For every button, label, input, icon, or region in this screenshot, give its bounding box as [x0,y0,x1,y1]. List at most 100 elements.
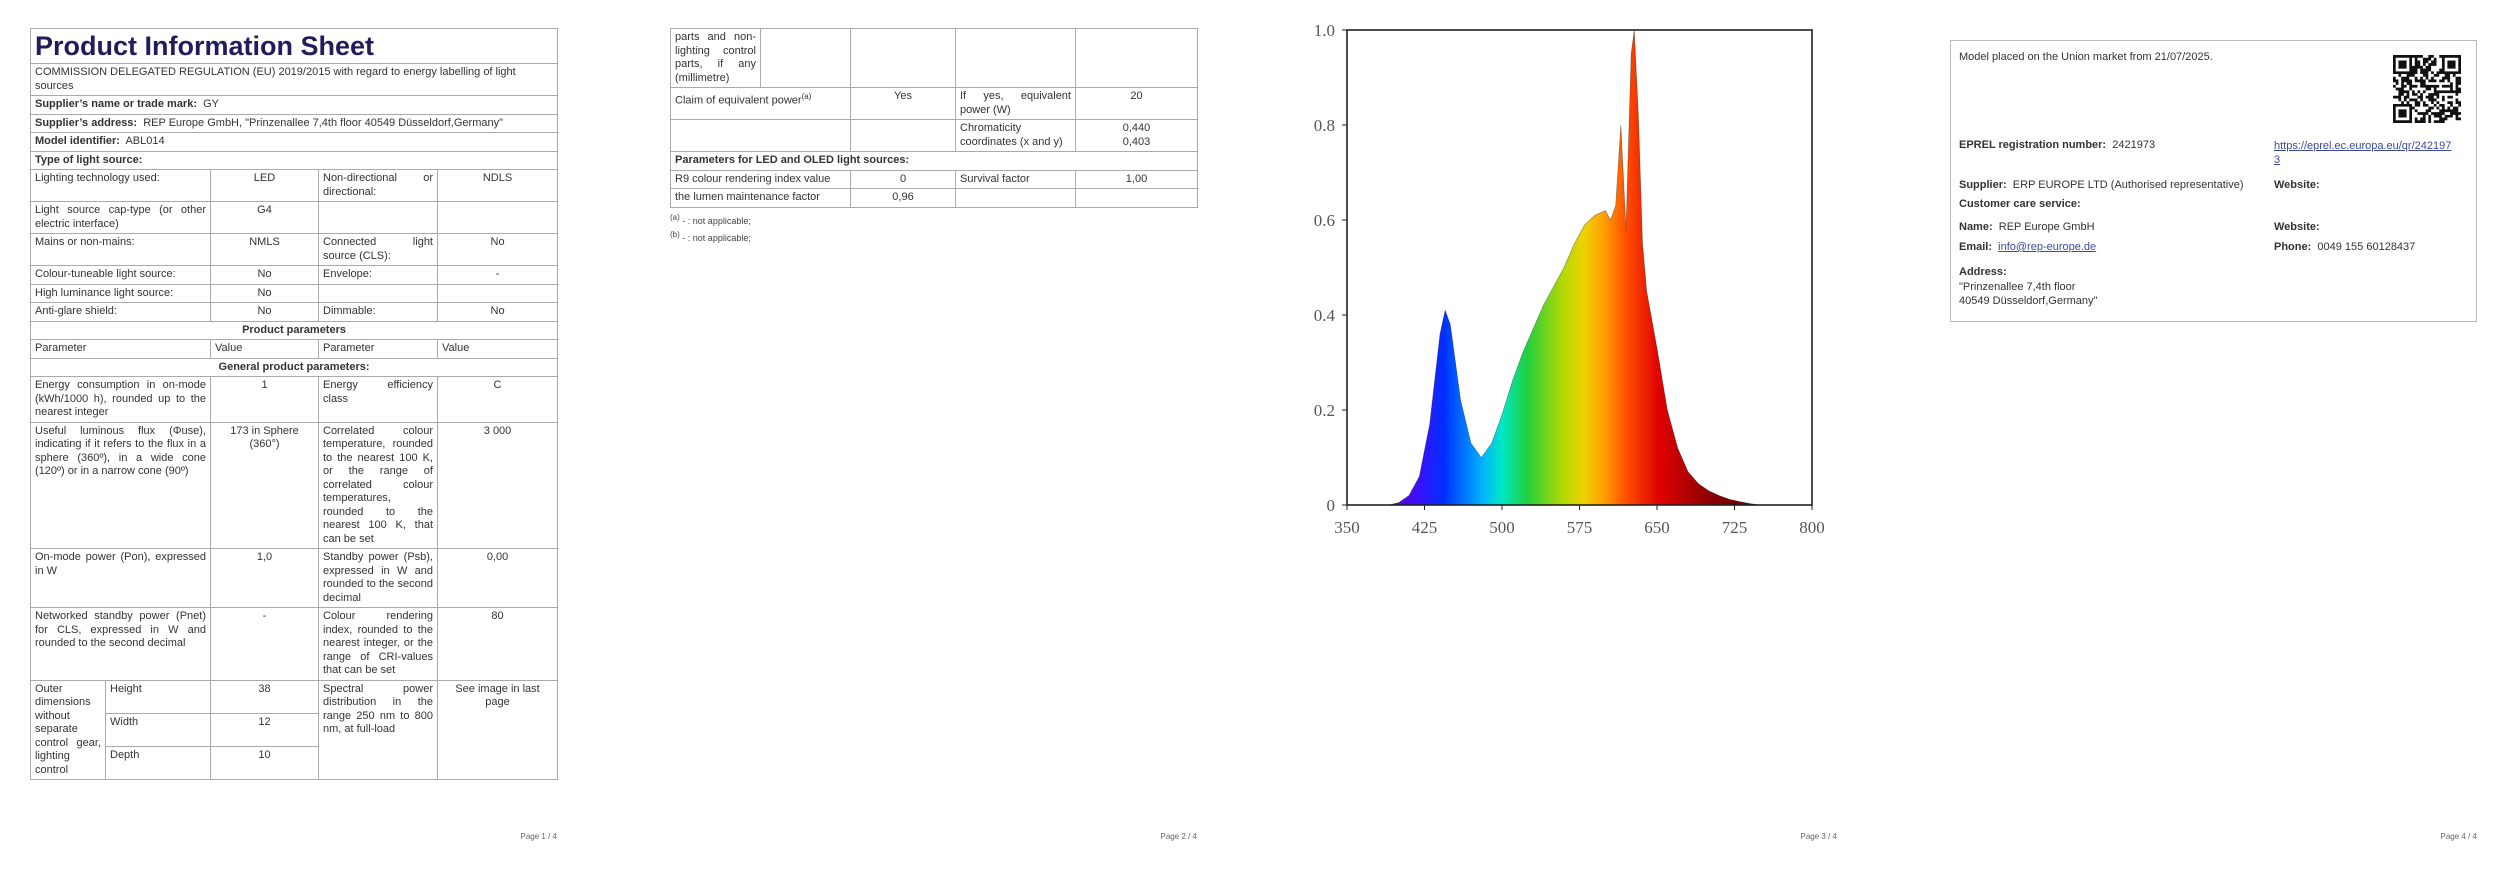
footnote: (a) - : not applicable; [670,211,1198,228]
table-row: Supplier’s name or trade mark: GY [29,95,559,115]
table-row: Product Information Sheet [29,28,559,64]
parameter: Claim of equivalent power(a) [670,87,851,120]
website-label: Website: [2274,221,2320,233]
parameter: Energy efficiency class [318,376,438,423]
parameter: If yes, equivalent power (W) [955,87,1076,120]
parameter: Colour-tuneable light source: [30,265,211,285]
phone: Phone: 0049 155 60128437 [2274,241,2415,253]
value [436,201,559,234]
x-tick-label: 800 [1799,518,1825,537]
value: 3 000 [436,421,559,549]
parameter: R9 colour rendering index value [670,169,851,189]
column-header: Value [436,339,559,359]
value: 2421973 [2112,139,2156,151]
value: 80 [436,607,559,681]
cell [760,28,851,88]
x-tick-label: 575 [1567,518,1593,537]
section-heading: Parameters for LED and OLED light source… [670,151,1198,171]
y-tick-label: 0.2 [1314,401,1335,420]
address-label: Address: [1959,266,2007,278]
supplier: Supplier: ERP EUROPE LTD (Authorised rep… [1959,179,2243,191]
info-table: Product Information Sheet COMMISSION DELE… [29,28,559,781]
field-label: Supplier’s name or trade mark: [35,98,197,110]
website-label: Website: [2274,179,2320,191]
column-header: Value [210,339,319,359]
table-row: Depth 10 [31,745,558,781]
sheet-title: Product Information Sheet [29,28,559,64]
value: 0,440 0,403 [1075,119,1198,152]
page-footer: Page 4 / 4 [2440,832,2477,841]
table-row: Energy consumption in on-mode (kWh/1000 … [30,376,559,423]
parameter: Networked standby power (Pnet) for CLS, … [30,607,211,681]
table-row: Parameters for LED and OLED light source… [670,151,1198,171]
parameter: Correlated colour temperature, rounded t… [318,421,438,549]
column-header: Parameter [30,339,211,359]
table-row: General product parameters: [29,357,559,377]
table-row: High luminance light source: No [30,283,559,303]
value: 1,00 [1075,169,1198,189]
dimension-label: Height [105,679,211,714]
footnotes: (a) - : not applicable; (b) - : not appl… [670,211,1198,245]
name: Name: REP Europe GmbH [1959,221,2095,233]
value: NDLS [436,169,559,202]
parameter [318,283,438,303]
value [436,283,559,303]
value: REP Europe GmbH [1998,221,2095,233]
cell [850,28,956,88]
page-2: parts and non-lighting control parts, if… [670,28,1198,245]
field: Model identifier: ABL014 [29,132,559,152]
footnote-mark: (b) [670,229,680,239]
section-heading: Product parameters [29,320,559,340]
table-row: Light source cap-type (or other electric… [30,201,559,234]
value: 0,96 [850,188,956,208]
eprel: EPREL registration number: 2421973 [1959,139,2155,151]
table-row: Model identifier: ABL014 [29,132,559,152]
parameter [318,201,438,234]
value: 38 [210,679,319,714]
page-footer: Page 1 / 4 [520,832,557,841]
table-row: Width 12 [31,712,558,747]
address-line: 40549 Düsseldorf,Germany" [1959,295,2098,307]
email-link[interactable]: info@rep-europe.de [1998,241,2097,253]
value: See image in last page [436,679,559,780]
value: 0049 155 60128437 [2317,241,2416,253]
parameter: Spectral power distribution in the range… [318,679,438,780]
dimension-label: Width [105,712,211,747]
parameter: Connected light source (CLS): [318,233,438,266]
y-tick-label: 0.8 [1314,116,1335,135]
x-tick-label: 500 [1489,518,1515,537]
column-header: Parameter [318,339,438,359]
parameter: Standby power (Psb), expressed in W and … [318,548,438,608]
value: 0 [850,169,956,189]
value: No [210,283,319,303]
value: G4 [210,201,319,234]
info-table: parts and non-lighting control parts, if… [670,28,1198,208]
section-heading: Type of light source: [29,150,559,170]
value: - [436,265,559,285]
value: LED [210,169,319,202]
x-tick-label: 725 [1722,518,1748,537]
field: Supplier’s name or trade mark: GY [29,95,559,115]
value: 20 [1075,87,1198,120]
value: No [436,233,559,266]
table-row: Type of light source: [29,150,559,170]
dimension-label: Depth [105,745,211,781]
label: EPREL registration number: [1959,139,2107,151]
parameter: Chromaticity coordinates (x and y) [955,119,1076,152]
table-row: Lighting technology used: LED Non-directio… [30,169,559,202]
spectrum-chart: 350 425 500 575 650 725 800 0 0.2 0.4 0.6 0.8 1.0 [1314,21,1825,537]
footnote-mark: (a) [670,212,680,222]
x-tick-label: 425 [1412,518,1438,537]
parameter: parts and non-lighting control parts, if… [670,28,761,88]
cell [955,28,1076,88]
parameter: Non-directional or directional: [318,169,438,202]
y-tick-label: 1.0 [1314,21,1335,40]
coordinate: 0,440 [1122,122,1151,134]
parameter: Envelope: [318,265,438,285]
label: Phone: [2274,241,2312,253]
value: 173 in Sphere (360°) [210,421,319,549]
eprel-link[interactable]: https://eprel.ec.europa.eu/qr/2421973 [2274,140,2452,166]
field: Supplier’s address: REP Europe GmbH, "Pr… [29,113,559,133]
parameter: On-mode power (Pon), expressed in W [30,548,211,608]
